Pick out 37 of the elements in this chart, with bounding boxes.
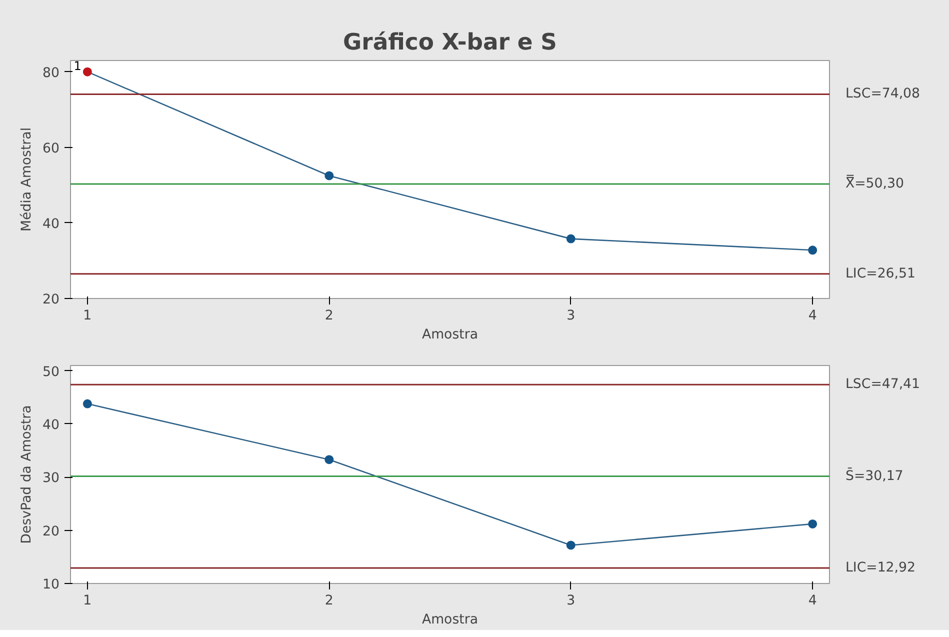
y-tick-label: 50 <box>42 364 60 380</box>
y-tick-label: 80 <box>42 66 60 81</box>
x-tick-label: 1 <box>83 308 92 324</box>
point <box>82 399 92 408</box>
y-tick-label: 60 <box>42 141 60 156</box>
y-axis-title: Média Amostral <box>20 127 35 232</box>
ref-line-label: S̄=30,17 <box>846 467 904 484</box>
ref-line-label: LSC=47,41 <box>846 377 920 392</box>
x-axis-title: Amostra <box>422 612 478 628</box>
point <box>324 455 334 464</box>
point <box>808 519 818 528</box>
ref-line-label: LSC=74,08 <box>846 86 920 102</box>
ref-line-label: X̿=50,30 <box>846 174 904 192</box>
ref-line-label: LIC=12,92 <box>846 560 916 576</box>
ref-line-label: LIC=26,51 <box>846 266 916 282</box>
point <box>82 67 92 76</box>
y-axis-title: DesvPad da Amostra <box>20 405 35 544</box>
x-tick-label: 2 <box>324 308 334 324</box>
x-axis-title: Amostra <box>422 328 478 342</box>
y-tick-label: 30 <box>42 471 60 486</box>
x-tick-label: 4 <box>808 308 817 324</box>
x-tick-label: 2 <box>324 594 334 608</box>
y-tick-label: 40 <box>42 418 60 433</box>
chart-title: Gráfico X-bar e S <box>343 30 557 56</box>
point <box>808 246 818 255</box>
point <box>566 234 576 244</box>
y-tick-label: 10 <box>42 578 60 592</box>
y-tick-label: 40 <box>42 216 60 232</box>
y-tick-label: 20 <box>42 524 60 540</box>
point <box>566 540 576 550</box>
y-tick-label: 20 <box>42 292 60 308</box>
x-tick-label: 1 <box>83 594 92 608</box>
x-tick-label: 4 <box>808 594 817 608</box>
x-tick-label: 3 <box>566 308 576 324</box>
point <box>324 171 334 180</box>
annotation: 1 <box>74 58 82 73</box>
x-tick-label: 3 <box>566 594 576 608</box>
